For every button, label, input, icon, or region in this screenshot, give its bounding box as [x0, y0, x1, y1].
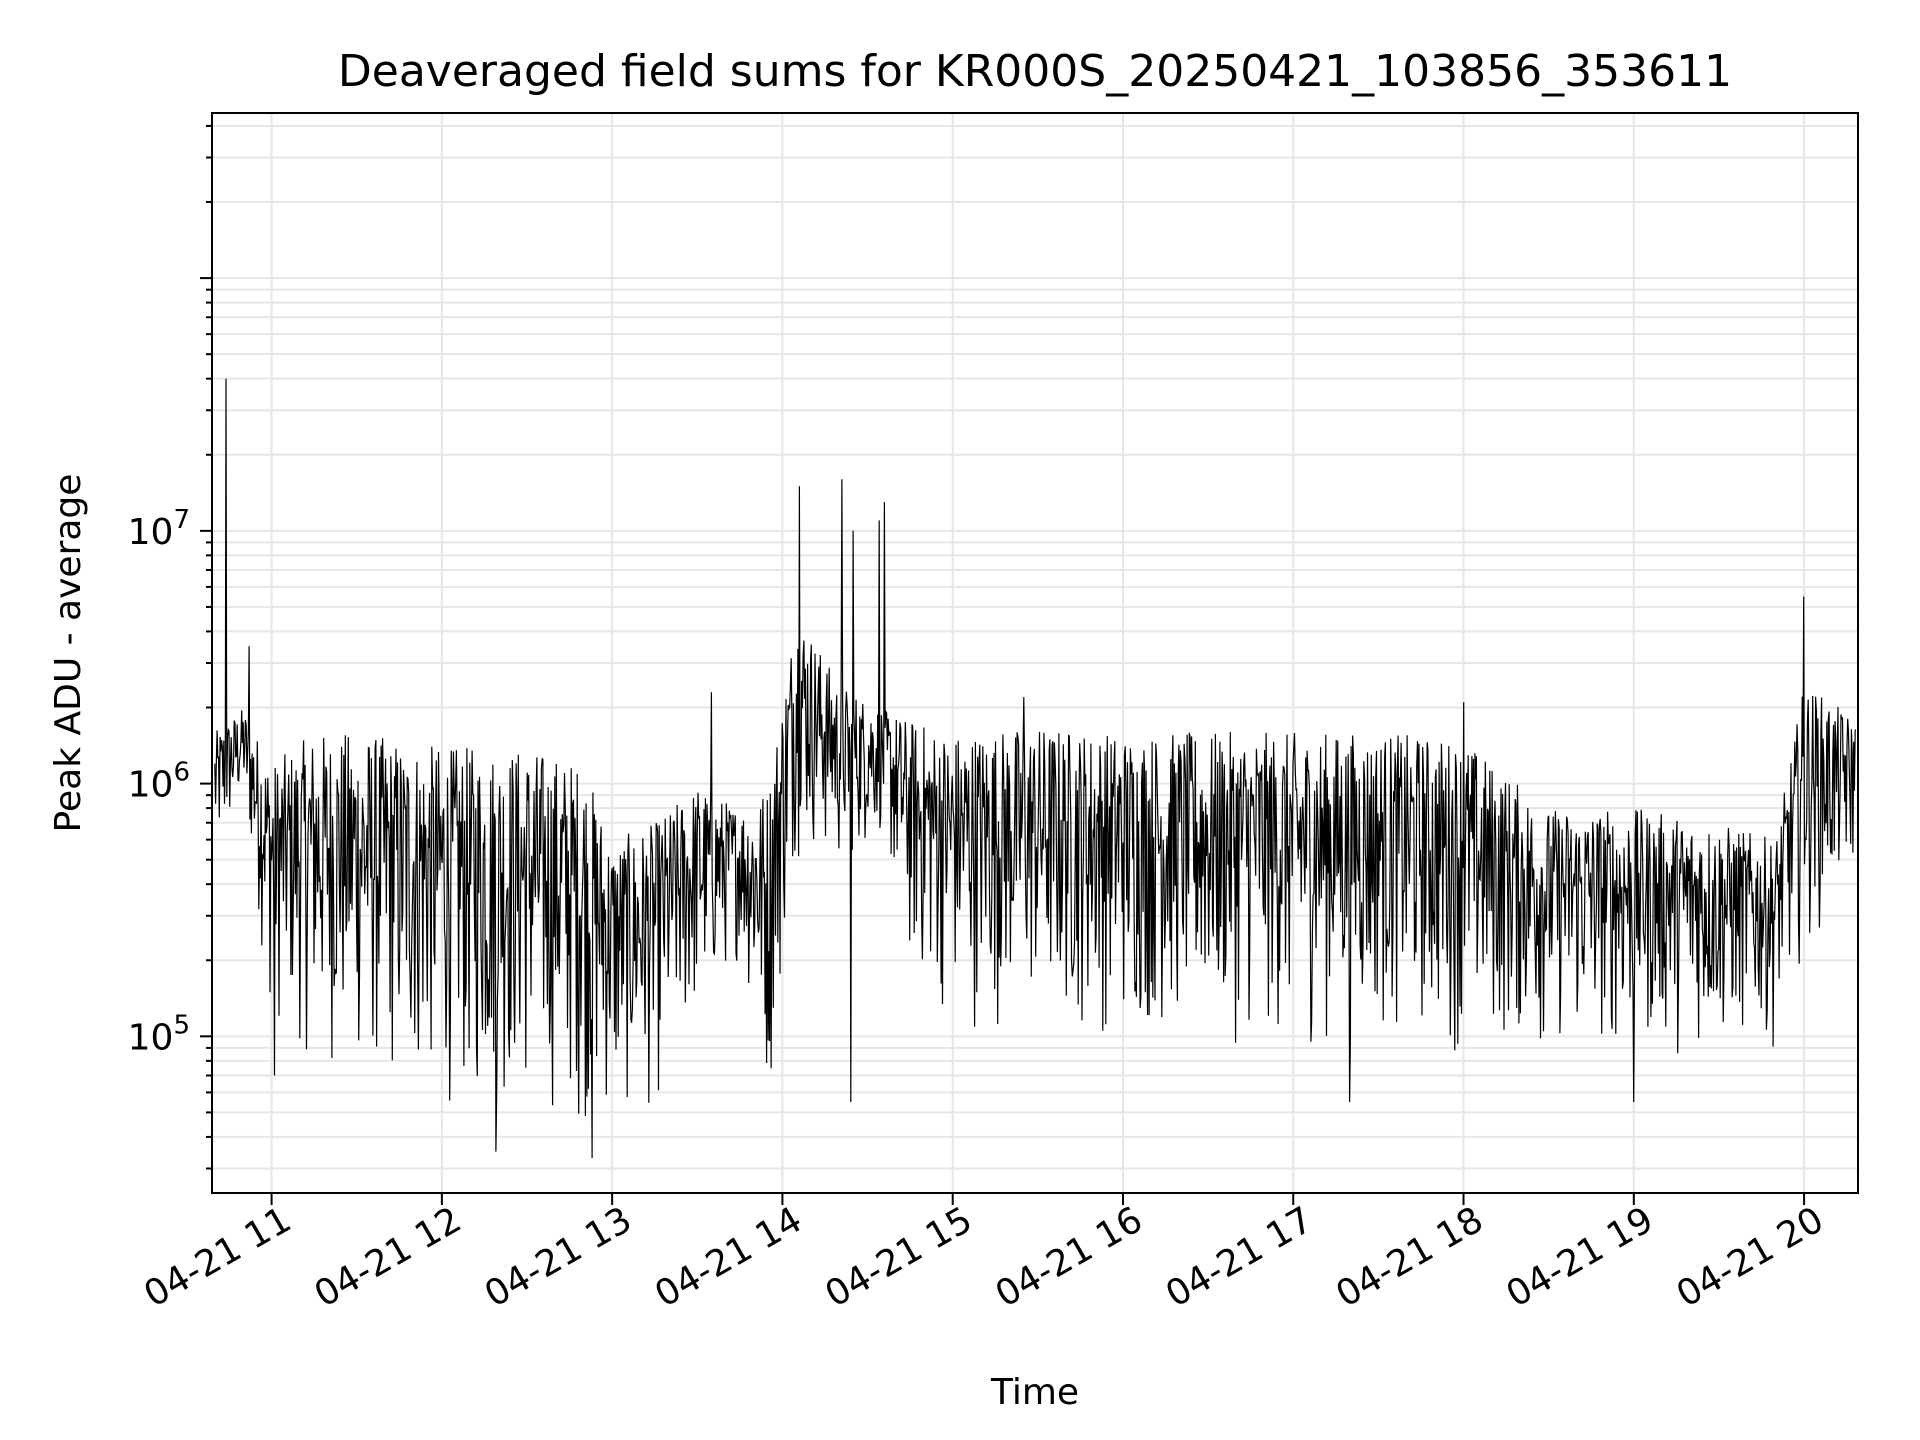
y-tick-label: 106	[128, 758, 190, 806]
x-axis-label: Time	[990, 1372, 1079, 1413]
series-line	[214, 378, 1856, 1159]
y-tick-label: 107	[128, 505, 190, 553]
y-axis-label: Peak ADU - average	[48, 474, 89, 833]
plot-frame	[211, 112, 1859, 1194]
chart-title: Deaveraged field sums for KR000S_2025042…	[338, 46, 1732, 97]
y-tick-label: 105	[128, 1010, 190, 1058]
data-series	[214, 378, 1856, 1159]
